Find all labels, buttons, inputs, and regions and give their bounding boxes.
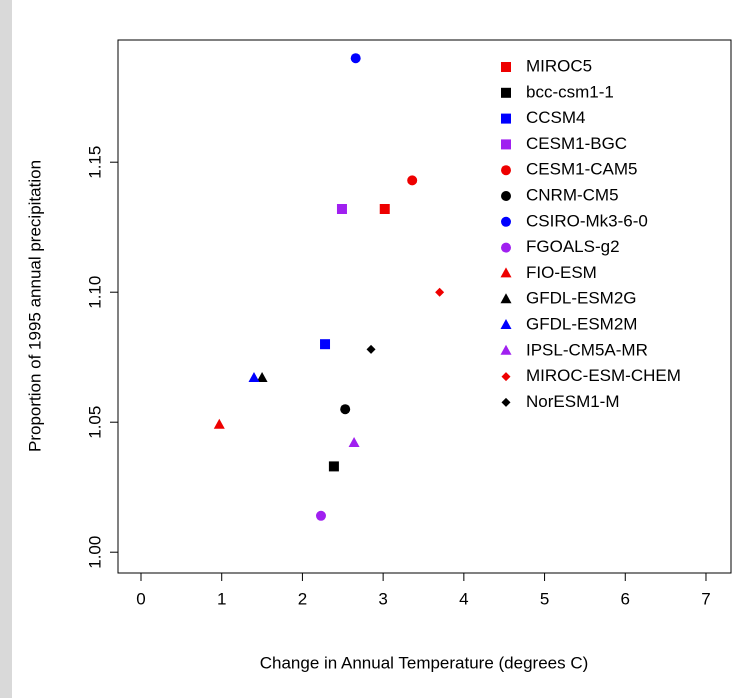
legend-label: NorESM1-M <box>526 392 620 411</box>
marker-square <box>501 139 511 150</box>
marker-triangle <box>213 418 225 429</box>
marker-triangle <box>500 267 512 278</box>
legend-label: CESM1-BGC <box>526 134 627 153</box>
legend-label: CCSM4 <box>526 108 586 127</box>
marker-triangle <box>348 437 360 447</box>
y-tick-label: 1.15 <box>85 146 104 179</box>
marker-diamond <box>435 287 445 297</box>
marker-square <box>501 87 511 98</box>
x-tick-label: 6 <box>621 589 630 608</box>
marker-circle <box>501 216 511 227</box>
marker-triangle <box>500 319 512 329</box>
marker-square <box>501 113 511 124</box>
marker-diamond <box>501 397 511 407</box>
x-tick-label: 1 <box>217 589 226 608</box>
marker-circle <box>501 165 511 176</box>
marker-square <box>336 204 347 214</box>
legend-label: CSIRO-Mk3-6-0 <box>526 211 648 230</box>
marker-circle <box>340 404 351 415</box>
marker-square <box>328 461 339 472</box>
y-tick-label: 1.10 <box>85 276 104 309</box>
marker-diamond <box>366 344 376 354</box>
x-axis-label: Change in Annual Temperature (degrees C) <box>260 653 589 672</box>
legend-label: FIO-ESM <box>526 263 597 282</box>
legend-label: IPSL-CM5A-MR <box>526 340 648 359</box>
legend-label: bcc-csm1-1 <box>526 82 614 101</box>
marker-diamond <box>501 372 511 382</box>
y-tick-label: 1.05 <box>85 406 104 439</box>
x-tick-label: 5 <box>540 589 549 608</box>
legend-label: CNRM-CM5 <box>526 185 619 204</box>
marker-circle <box>350 53 361 64</box>
legend-label: FGOALS-g2 <box>526 237 620 256</box>
marker-triangle <box>500 293 512 304</box>
y-axis-label: Proportion of 1995 annual precipitation <box>25 160 44 452</box>
marker-square <box>320 339 331 350</box>
side-bar <box>0 0 12 698</box>
marker-triangle <box>256 372 268 382</box>
marker-circle <box>501 242 511 253</box>
marker-triangle <box>248 372 260 382</box>
legend-label: GFDL-ESM2G <box>526 289 637 308</box>
marker-circle <box>315 510 326 521</box>
legend-label: MIROC-ESM-CHEM <box>526 366 681 385</box>
plot-frame <box>117 39 732 574</box>
legend-label: MIROC5 <box>526 56 592 75</box>
x-tick-label: 7 <box>701 589 710 608</box>
legend-label: GFDL-ESM2M <box>526 314 637 333</box>
y-tick-label: 1.00 <box>85 536 104 569</box>
x-tick-label: 4 <box>459 589 468 608</box>
marker-square <box>501 62 511 72</box>
marker-square <box>379 204 390 214</box>
marker-circle <box>501 191 511 201</box>
x-tick-label: 3 <box>378 589 387 608</box>
legend-label: CESM1-CAM5 <box>526 160 637 179</box>
x-tick-label: 2 <box>298 589 307 608</box>
x-tick-label: 0 <box>136 589 145 608</box>
marker-triangle <box>500 344 512 355</box>
marker-circle <box>407 175 418 186</box>
